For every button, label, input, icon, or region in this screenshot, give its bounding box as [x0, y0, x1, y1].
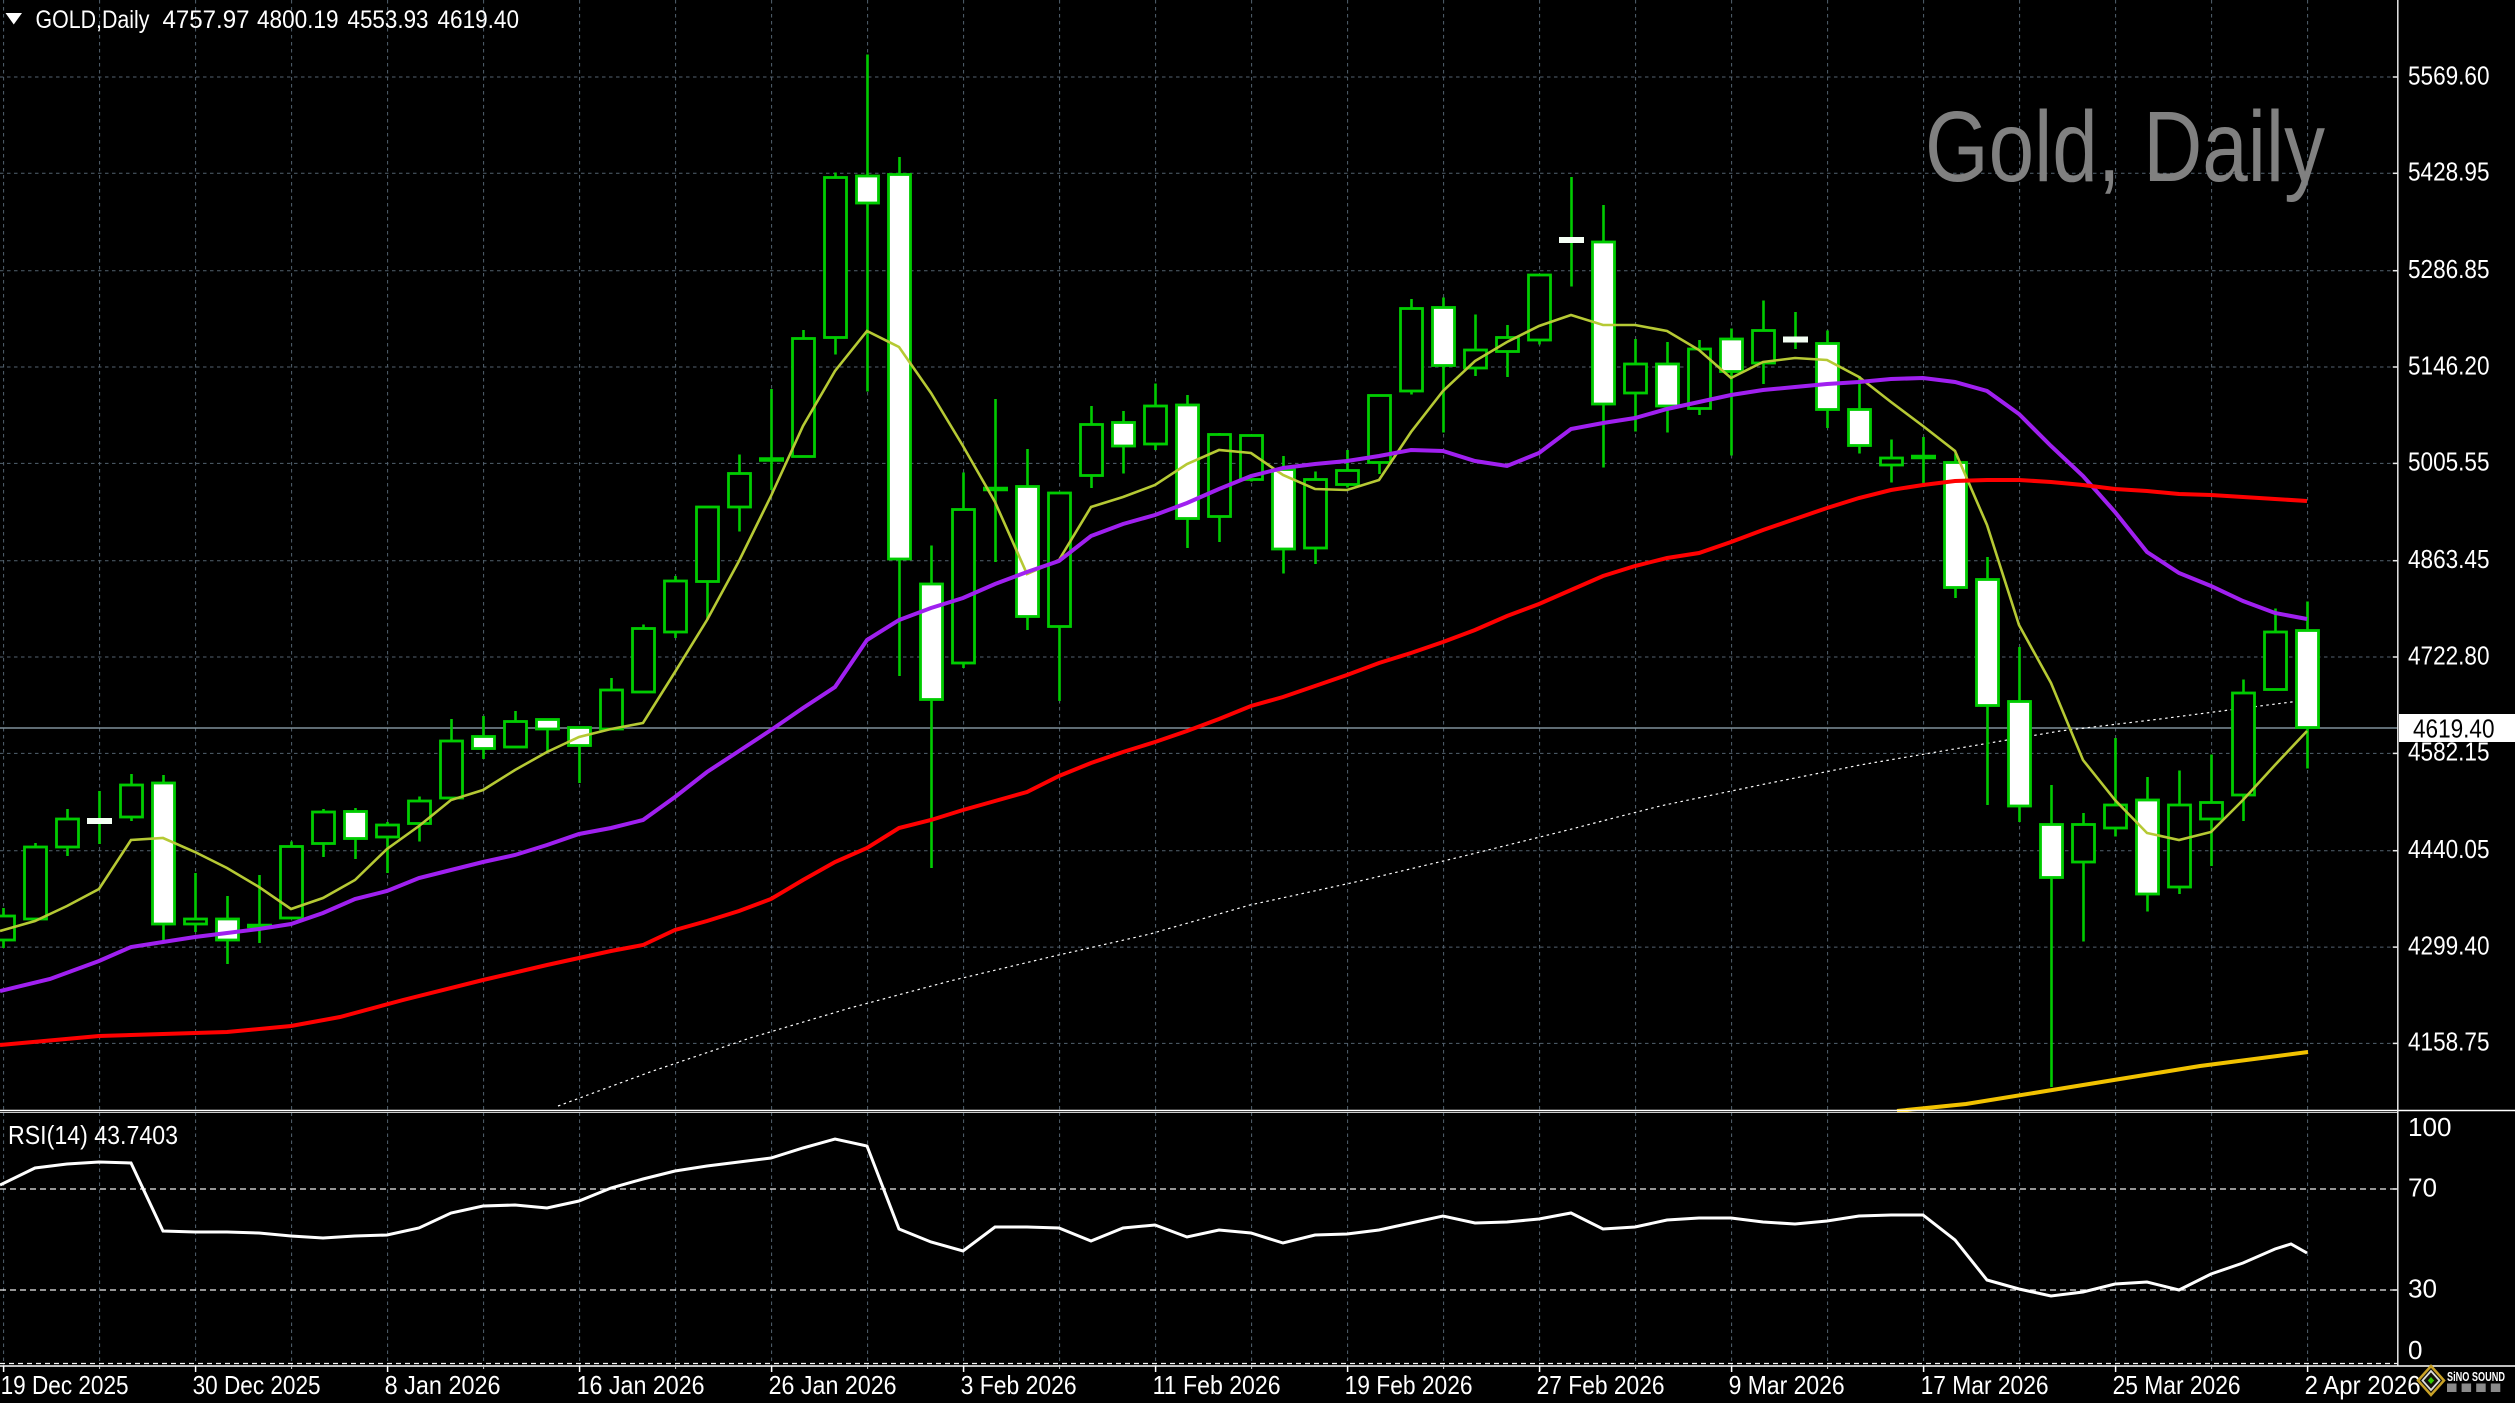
svg-text:SiNO SOUND: SiNO SOUND: [2447, 1369, 2505, 1384]
svg-text:4800.19: 4800.19: [257, 6, 339, 34]
svg-text:4553.93: 4553.93: [348, 6, 429, 34]
svg-text:4619.40: 4619.40: [2413, 713, 2495, 743]
svg-text:30: 30: [2408, 1273, 2437, 1303]
svg-text:4619.40: 4619.40: [438, 6, 520, 34]
svg-text:27 Feb 2026: 27 Feb 2026: [1537, 1370, 1665, 1400]
svg-text:30 Dec 2025: 30 Dec 2025: [193, 1370, 321, 1400]
svg-text:4722.80: 4722.80: [2408, 640, 2490, 670]
svg-text:26 Jan 2026: 26 Jan 2026: [769, 1370, 897, 1400]
svg-text:0: 0: [2408, 1335, 2423, 1365]
svg-text:4440.05: 4440.05: [2408, 834, 2490, 864]
svg-text:5569.60: 5569.60: [2408, 60, 2490, 90]
svg-text:8 Jan 2026: 8 Jan 2026: [385, 1370, 501, 1400]
svg-text:9 Mar 2026: 9 Mar 2026: [1729, 1370, 1845, 1400]
svg-text:100: 100: [2408, 1112, 2452, 1142]
svg-text:4863.45: 4863.45: [2408, 544, 2490, 574]
svg-text:5428.95: 5428.95: [2408, 157, 2490, 187]
svg-text:16 Jan 2026: 16 Jan 2026: [577, 1370, 705, 1400]
svg-text:4757.97: 4757.97: [163, 6, 250, 34]
svg-text:19 Dec 2025: 19 Dec 2025: [1, 1370, 129, 1400]
svg-text:70: 70: [2408, 1172, 2437, 1202]
svg-text:19 Feb 2026: 19 Feb 2026: [1345, 1370, 1473, 1400]
svg-text:25 Mar 2026: 25 Mar 2026: [2113, 1370, 2241, 1400]
svg-text:3 Feb 2026: 3 Feb 2026: [961, 1370, 1077, 1400]
svg-text:RSI(14) 43.7403: RSI(14) 43.7403: [8, 1120, 178, 1150]
svg-text:4158.75: 4158.75: [2408, 1027, 2490, 1057]
svg-text:4299.40: 4299.40: [2408, 930, 2490, 960]
svg-text:5005.55: 5005.55: [2408, 447, 2490, 477]
svg-text:11 Feb 2026: 11 Feb 2026: [1153, 1370, 1281, 1400]
svg-text:2 Apr 2026: 2 Apr 2026: [2305, 1370, 2421, 1400]
svg-text:GOLD,Daily: GOLD,Daily: [36, 6, 150, 34]
svg-text:Gold, Daily: Gold, Daily: [1925, 91, 2325, 203]
svg-text:17 Mar 2026: 17 Mar 2026: [1921, 1370, 2049, 1400]
svg-text:5286.85: 5286.85: [2408, 254, 2490, 284]
svg-text:5146.20: 5146.20: [2408, 350, 2490, 380]
